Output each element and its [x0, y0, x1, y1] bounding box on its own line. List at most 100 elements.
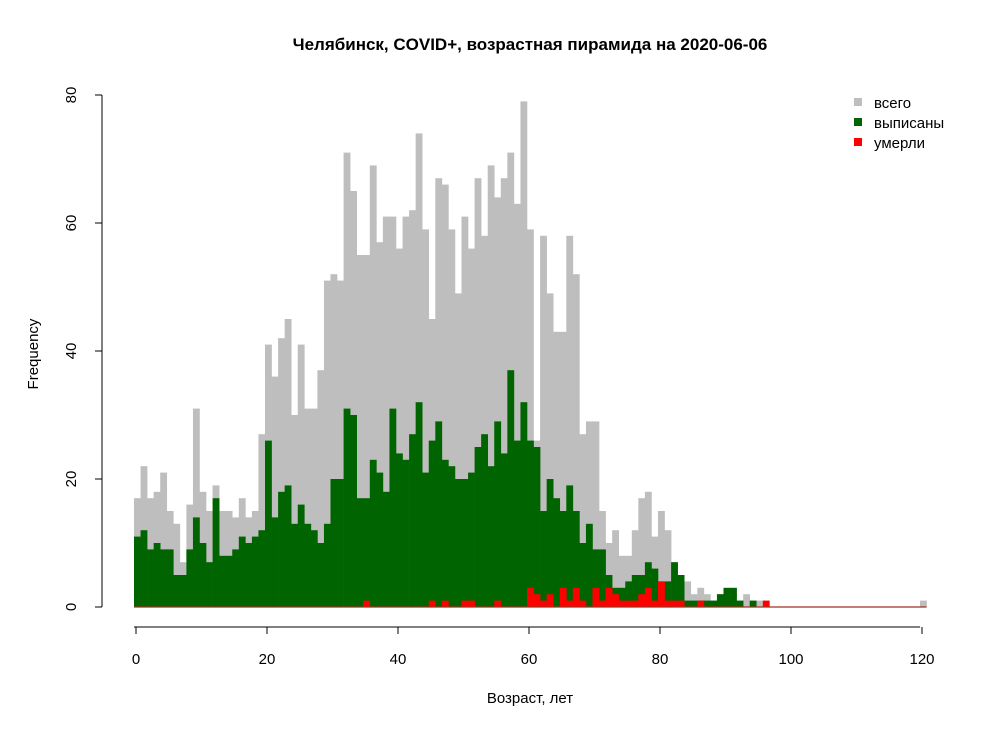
bar-total — [553, 331, 561, 607]
bar-discharged — [382, 491, 390, 607]
bar-died — [631, 600, 639, 607]
bar-discharged — [638, 575, 646, 607]
bar-discharged — [402, 459, 410, 607]
bar-discharged — [559, 511, 567, 607]
bar-discharged — [546, 479, 554, 607]
bar-total — [559, 331, 567, 607]
bar-died — [540, 600, 547, 607]
bar-discharged — [461, 479, 469, 607]
bar-total — [343, 152, 351, 607]
x-tick-label: 80 — [652, 651, 669, 668]
bar-discharged — [323, 523, 331, 607]
bar-total — [618, 555, 626, 607]
bar-died — [671, 600, 678, 607]
bar-died — [638, 594, 646, 607]
bar-total — [513, 203, 521, 608]
chart-title: Челябинск, COVID+, возрастная пирамида н… — [293, 35, 768, 54]
bar-total — [579, 434, 587, 607]
series-discharged-bars — [134, 370, 757, 607]
bar-total — [317, 370, 325, 607]
bar-discharged — [651, 568, 659, 607]
bar-died — [697, 600, 705, 607]
bar-total — [323, 280, 331, 607]
bar-total — [356, 255, 364, 607]
bar-discharged — [677, 575, 685, 607]
bar-discharged — [134, 536, 141, 607]
bar-discharged — [166, 549, 174, 607]
legend-label: всего — [874, 95, 911, 112]
bar-discharged — [474, 447, 482, 607]
bar-discharged — [192, 517, 200, 607]
bar-discharged — [625, 581, 633, 607]
bar-discharged — [468, 472, 475, 607]
bar-discharged — [448, 466, 456, 607]
bar-discharged — [409, 434, 416, 607]
bar-discharged — [618, 587, 626, 607]
bar-total — [658, 511, 665, 607]
bar-discharged — [684, 600, 692, 607]
bar-total — [448, 229, 456, 607]
bar-total — [631, 530, 639, 607]
bar-total — [572, 274, 580, 607]
bar-discharged — [736, 600, 744, 607]
bar-discharged — [435, 421, 443, 607]
bar-died — [566, 600, 574, 607]
bar-discharged — [507, 370, 515, 607]
bar-discharged — [599, 549, 606, 607]
bar-discharged — [500, 453, 508, 607]
bar-died — [677, 600, 685, 607]
bar-total — [441, 184, 449, 607]
bar-discharged — [644, 562, 652, 607]
bar-discharged — [284, 485, 292, 607]
bar-total — [520, 101, 528, 608]
bar-total — [297, 344, 305, 607]
x-tick-label: 100 — [778, 651, 803, 668]
bar-discharged — [422, 472, 430, 607]
bar-total — [278, 338, 285, 607]
bar-discharged — [291, 523, 299, 607]
bar-discharged — [179, 575, 187, 607]
bar-total — [396, 248, 403, 607]
x-tick-label: 0 — [132, 651, 140, 668]
bar-discharged — [664, 581, 672, 607]
bar-total — [160, 472, 168, 607]
y-tick-label: 0 — [63, 603, 80, 611]
bar-total — [638, 498, 646, 607]
y-tick-label: 60 — [63, 215, 80, 232]
bar-died — [363, 600, 371, 607]
bar-total — [756, 600, 764, 607]
bar-total — [310, 408, 318, 607]
bar-total — [382, 216, 390, 607]
bar-died — [762, 600, 770, 607]
bar-discharged — [278, 491, 285, 607]
bar-discharged — [579, 543, 587, 607]
y-axis-label: Frequency — [25, 318, 42, 389]
bar-total — [585, 421, 593, 607]
bar-died — [644, 587, 652, 607]
bar-total — [546, 293, 554, 607]
bar-discharged — [513, 440, 521, 607]
bar-total — [494, 197, 502, 607]
bar-total — [363, 255, 371, 607]
bar-died — [461, 600, 469, 607]
bar-total — [337, 280, 344, 607]
bar-discharged — [173, 575, 181, 607]
bar-total — [566, 235, 574, 608]
bar-discharged — [356, 498, 364, 607]
bar-died — [625, 600, 633, 607]
bar-total — [258, 434, 266, 607]
bar-total — [409, 210, 416, 607]
bar-discharged — [553, 498, 561, 607]
bar-died — [428, 600, 436, 607]
bar-total — [402, 216, 410, 607]
x-axis: 0 20 40 60 80 100 120 — [132, 626, 935, 668]
bar-discharged — [147, 549, 154, 607]
bar-discharged — [533, 447, 541, 607]
bar-total — [192, 408, 200, 607]
bar-discharged — [206, 562, 213, 607]
bar-total — [415, 133, 423, 607]
bar-discharged — [592, 549, 600, 607]
bar-discharged — [363, 498, 371, 607]
bar-discharged — [527, 440, 534, 607]
